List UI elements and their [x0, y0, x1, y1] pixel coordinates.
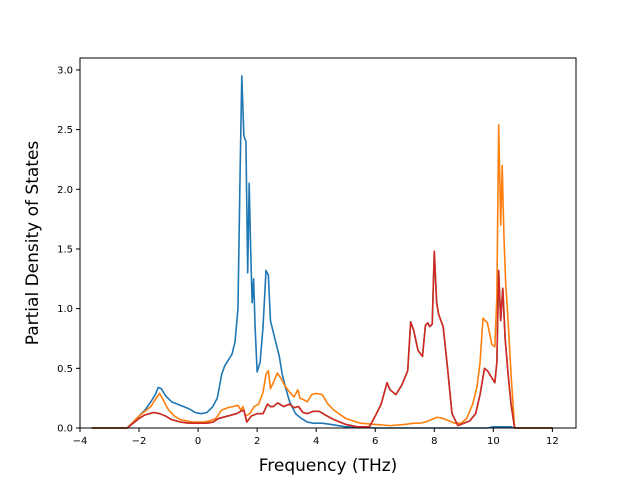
y-tick-label: 0.5: [57, 364, 73, 375]
y-axis: 0.0 0.5 1.0 1.5 2.0 2.5 3.0: [57, 65, 80, 435]
y-tick-label: 2.5: [57, 125, 73, 136]
x-tick-label: 6: [372, 436, 378, 447]
x-tick-label: 8: [431, 436, 437, 447]
x-tick-label: 4: [313, 436, 319, 447]
x-axis: −4 −2 0 2 4 6 8 10 12: [73, 428, 559, 447]
y-axis-title: Partial Density of States: [23, 141, 43, 346]
y-tick-label: 2.0: [57, 185, 73, 196]
series-line-2: [91, 124, 553, 429]
plot-frame: [79, 57, 577, 429]
y-tick-label: 1.5: [57, 244, 73, 255]
x-tick-label: −2: [132, 436, 147, 447]
x-tick-label: 0: [195, 436, 201, 447]
y-tick-label: 1.0: [57, 304, 73, 315]
y-tick-label: 0.0: [57, 424, 73, 435]
x-tick-label: 10: [487, 436, 500, 447]
y-tick-label: 3.0: [57, 65, 73, 76]
x-tick-label: 12: [546, 436, 559, 447]
series-line-4: [91, 250, 553, 429]
x-tick-label: −4: [73, 436, 88, 447]
x-axis-title: Frequency (THz): [259, 456, 398, 476]
x-tick-label: 2: [254, 436, 260, 447]
